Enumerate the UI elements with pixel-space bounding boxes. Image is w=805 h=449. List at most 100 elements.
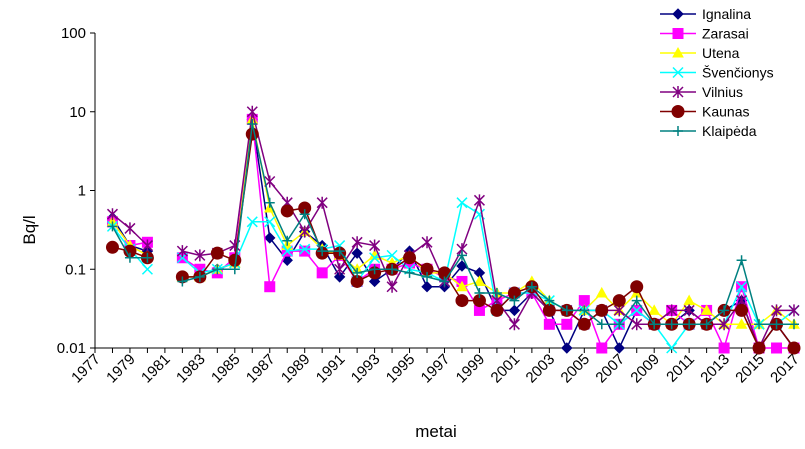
x-axis-title: metai: [415, 422, 457, 441]
data-point: [247, 118, 258, 129]
data-point: [386, 280, 398, 293]
data-point: [352, 267, 363, 278]
data-point: [631, 295, 642, 306]
data-point: [754, 319, 765, 330]
data-point: [508, 304, 521, 317]
data-point: [246, 216, 258, 228]
x-tick-label: 1991: [313, 351, 349, 387]
data-point: [736, 255, 747, 266]
data-point: [316, 267, 328, 279]
data-point: [124, 222, 136, 235]
data-point: [683, 294, 695, 306]
data-point: [246, 105, 258, 118]
data-point: [736, 281, 748, 293]
data-point: [386, 249, 398, 261]
data-point: [299, 243, 311, 255]
data-point: [787, 341, 801, 355]
data-point: [561, 318, 573, 330]
data-point: [735, 303, 749, 317]
x-tick-label: 1983: [173, 351, 209, 387]
data-point: [752, 341, 766, 355]
legend-item: Utena: [660, 45, 740, 61]
legend-marker: [671, 105, 685, 118]
data-point: [542, 303, 556, 317]
x-tick-label: 2005: [558, 351, 594, 387]
data-point: [351, 247, 363, 259]
data-point: [212, 264, 223, 275]
legend-label: Zarasai: [702, 26, 749, 42]
data-point: [368, 275, 381, 288]
y-axis-title: Bq/l: [20, 215, 39, 244]
data-point: [543, 318, 555, 330]
data-point: [561, 305, 572, 316]
x-tick-label: 2011: [663, 351, 698, 386]
data-point: [595, 303, 609, 317]
data-point: [177, 276, 188, 287]
data-point: [473, 275, 486, 286]
series-line: [287, 207, 795, 350]
data-point: [700, 304, 713, 315]
legend-marker: [673, 126, 683, 136]
x-tick-label: 2017: [767, 351, 803, 387]
data-point: [473, 194, 485, 207]
x-tick-label: 1999: [453, 351, 489, 387]
data-point: [508, 318, 520, 331]
series-2: [106, 113, 800, 354]
data-point: [456, 280, 468, 292]
data-point: [264, 197, 275, 208]
series-line: [182, 123, 794, 326]
data-point: [194, 249, 206, 262]
data-point: [630, 280, 644, 294]
data-point: [351, 236, 363, 249]
data-point: [106, 208, 119, 221]
data-point: [280, 204, 294, 218]
legend-item: Vilnius: [660, 84, 743, 100]
data-point: [596, 319, 607, 330]
data-point: [788, 304, 800, 317]
data-point: [455, 294, 469, 308]
data-point: [595, 286, 608, 298]
data-point: [333, 271, 346, 283]
data-point: [490, 303, 504, 317]
data-point: [387, 264, 398, 275]
data-point: [264, 281, 276, 293]
legend-label: Kaunas: [702, 104, 749, 120]
data-point: [456, 197, 468, 209]
data-point: [649, 319, 660, 330]
data-point: [509, 295, 520, 306]
data-point: [105, 240, 119, 254]
data-point: [281, 245, 293, 257]
data-point: [701, 319, 712, 330]
data-point: [107, 221, 118, 232]
data-point: [264, 232, 276, 244]
data-point: [404, 267, 415, 278]
data-point: [526, 281, 537, 292]
data-point: [403, 251, 417, 265]
legend-item: Švenčionys: [660, 65, 774, 81]
data-point: [369, 239, 381, 252]
data-point: [613, 342, 625, 354]
legend-label: Utena: [702, 45, 740, 61]
data-point: [439, 276, 450, 287]
series-5: [106, 105, 800, 354]
x-tick-label: 2009: [627, 351, 663, 387]
data-point: [210, 246, 224, 260]
data-point: [683, 304, 695, 317]
y-tick-label: 10: [69, 104, 86, 121]
x-tick-label: 1985: [208, 351, 244, 387]
x-tick-label: 1997: [418, 351, 454, 387]
data-point: [577, 317, 591, 331]
data-point: [561, 342, 573, 354]
legend-item: Klaipėda: [660, 123, 757, 139]
data-point: [771, 342, 783, 354]
data-point: [735, 318, 748, 329]
series-3: [106, 113, 800, 329]
data-point: [719, 305, 730, 316]
data-point: [141, 239, 153, 252]
x-tick-label: 1979: [103, 351, 139, 387]
data-point: [282, 235, 293, 246]
data-point: [771, 319, 782, 330]
x-tick-label: 1989: [278, 351, 314, 387]
